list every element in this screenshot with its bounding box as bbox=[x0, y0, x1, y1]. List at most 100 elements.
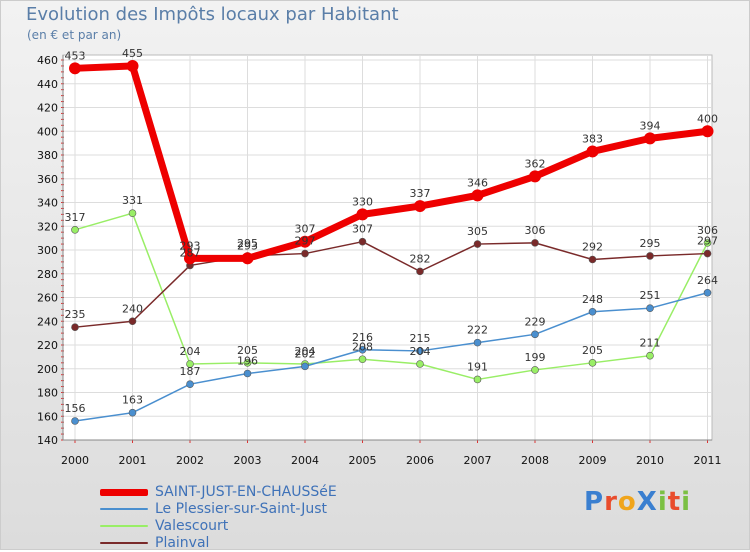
legend-swatch-plainval bbox=[100, 542, 148, 544]
data-point-plainval bbox=[703, 249, 712, 258]
data-label-valescourt: 205 bbox=[582, 344, 603, 357]
x-tick-label: 2010 bbox=[636, 454, 664, 467]
data-point-le-plessier bbox=[301, 362, 309, 371]
series-line-le-plessier bbox=[74, 292, 709, 422]
y-tick-label: 400 bbox=[37, 125, 58, 138]
data-label-saint-just: 337 bbox=[410, 187, 431, 200]
data-point-saint-just bbox=[126, 59, 139, 72]
y-tick-label: 160 bbox=[37, 410, 58, 423]
y-tick-label: 220 bbox=[37, 339, 58, 352]
y-tick-label: 380 bbox=[37, 149, 58, 162]
logo-letter: P bbox=[584, 487, 605, 517]
data-point-saint-just bbox=[586, 145, 599, 158]
x-tick-label: 2011 bbox=[694, 454, 722, 467]
data-label-le-plessier: 187 bbox=[180, 365, 201, 378]
data-label-valescourt: 205 bbox=[237, 344, 258, 357]
data-point-plainval bbox=[71, 323, 79, 331]
data-label-plainval: 240 bbox=[122, 302, 143, 315]
logo-letter: t bbox=[667, 487, 682, 517]
data-label-le-plessier: 229 bbox=[525, 315, 546, 328]
data-point-valescourt bbox=[703, 239, 712, 247]
y-tick-label: 340 bbox=[37, 197, 58, 210]
data-point-valescourt bbox=[71, 226, 79, 234]
data-label-plainval: 307 bbox=[352, 223, 373, 236]
data-label-saint-just: 362 bbox=[525, 157, 546, 170]
y-tick-label: 460 bbox=[37, 54, 58, 67]
legend-label-plainval: Plainval bbox=[155, 535, 210, 551]
data-label-saint-just: 330 bbox=[352, 195, 373, 208]
data-point-le-plessier bbox=[703, 288, 712, 297]
logo-letter: r bbox=[604, 487, 618, 517]
data-point-le-plessier bbox=[243, 369, 252, 378]
y-tick-label: 260 bbox=[37, 292, 58, 305]
data-point-le-plessier bbox=[128, 408, 137, 417]
data-point-valescourt bbox=[358, 355, 367, 364]
data-point-plainval bbox=[531, 239, 539, 247]
legend-swatch-valescourt bbox=[100, 525, 148, 527]
data-point-saint-just bbox=[529, 170, 541, 183]
data-point-saint-just bbox=[701, 125, 714, 138]
data-label-saint-just: 455 bbox=[122, 47, 143, 60]
data-point-le-plessier bbox=[531, 330, 539, 339]
data-label-plainval: 297 bbox=[295, 235, 316, 248]
data-label-valescourt: 331 bbox=[122, 194, 143, 207]
data-point-plainval bbox=[128, 317, 137, 326]
y-tick-label: 320 bbox=[37, 220, 58, 233]
data-label-saint-just: 383 bbox=[582, 132, 603, 145]
data-point-plainval bbox=[588, 255, 597, 264]
data-point-le-plessier bbox=[588, 307, 597, 316]
data-label-le-plessier: 196 bbox=[237, 355, 258, 368]
data-point-saint-just bbox=[184, 252, 196, 265]
logo-letter: o bbox=[617, 487, 637, 517]
data-label-le-plessier: 248 bbox=[582, 293, 603, 306]
legend-swatch-saint-just bbox=[100, 489, 148, 496]
data-label-le-plessier: 215 bbox=[410, 332, 431, 345]
data-point-valescourt bbox=[186, 360, 194, 368]
data-point-saint-just bbox=[299, 235, 311, 248]
x-tick-label: 2000 bbox=[61, 454, 89, 467]
data-point-saint-just bbox=[471, 189, 484, 202]
y-tick-label: 360 bbox=[37, 173, 58, 186]
y-tick-label: 420 bbox=[37, 102, 58, 115]
y-tick-label: 300 bbox=[37, 244, 58, 257]
chart-subtitle: (en € et par an) bbox=[27, 28, 122, 42]
data-point-saint-just bbox=[414, 200, 426, 213]
data-label-saint-just: 307 bbox=[295, 223, 316, 236]
x-tick-label: 2005 bbox=[349, 454, 377, 467]
data-point-valescourt bbox=[588, 359, 597, 367]
data-label-valescourt: 208 bbox=[352, 340, 373, 353]
data-point-valescourt bbox=[128, 209, 137, 217]
data-label-valescourt: 306 bbox=[697, 224, 718, 237]
data-label-le-plessier: 156 bbox=[65, 402, 86, 415]
data-label-valescourt: 204 bbox=[410, 345, 431, 358]
data-label-valescourt: 204 bbox=[295, 345, 316, 358]
x-tick-label: 2002 bbox=[176, 454, 204, 467]
data-point-saint-just bbox=[69, 62, 81, 75]
data-point-plainval bbox=[646, 252, 654, 260]
data-point-valescourt bbox=[243, 359, 252, 367]
data-label-valescourt: 317 bbox=[65, 211, 86, 224]
data-label-plainval: 282 bbox=[410, 252, 431, 265]
x-tick-label: 2001 bbox=[119, 454, 147, 467]
data-label-plainval: 235 bbox=[65, 308, 86, 321]
x-tick-label: 2009 bbox=[579, 454, 607, 467]
logo-letter: X bbox=[636, 487, 658, 517]
data-point-le-plessier bbox=[646, 304, 654, 312]
data-point-le-plessier bbox=[358, 345, 367, 354]
data-label-valescourt: 199 bbox=[525, 351, 546, 364]
data-point-le-plessier bbox=[186, 380, 194, 388]
y-tick-label: 280 bbox=[37, 268, 58, 281]
legend-label-valescourt: Valescourt bbox=[155, 518, 229, 534]
data-label-saint-just: 346 bbox=[467, 176, 488, 189]
data-label-plainval: 306 bbox=[525, 224, 546, 237]
data-point-le-plessier bbox=[416, 347, 424, 355]
data-label-saint-just: 400 bbox=[697, 112, 718, 125]
logo-letter: i bbox=[657, 487, 668, 517]
data-label-le-plessier: 163 bbox=[122, 394, 143, 407]
proxiti-logo: ProXiti bbox=[584, 487, 691, 517]
x-tick-label: 2006 bbox=[406, 454, 434, 467]
data-point-le-plessier bbox=[473, 338, 482, 347]
chart-title: Evolution des Impôts locaux par Habitant bbox=[26, 4, 399, 25]
data-point-plainval bbox=[301, 249, 309, 258]
